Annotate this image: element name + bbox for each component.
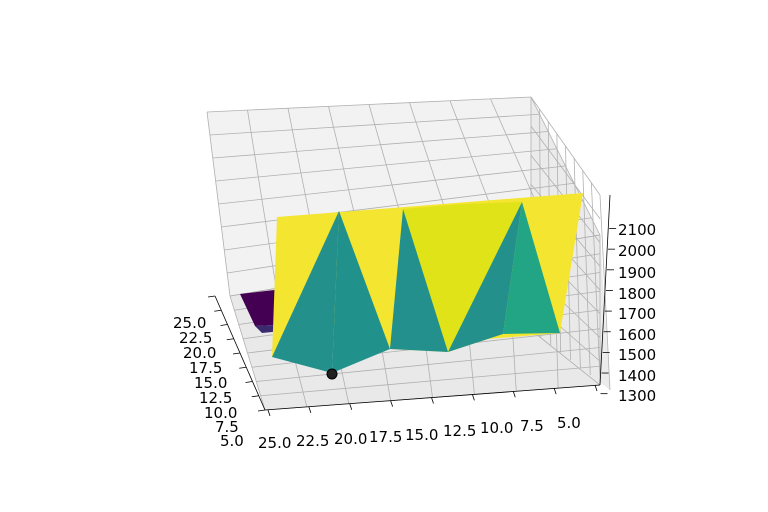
tick-marks <box>207 228 617 417</box>
y-tick-label: 22.5 <box>179 329 212 347</box>
z-tick-label: 1400 <box>618 367 656 385</box>
grid-line-back <box>218 165 566 205</box>
y-tick-mark <box>251 395 259 398</box>
x-tick-label: 10.0 <box>480 419 513 437</box>
x-tick-label: 12.5 <box>443 422 476 440</box>
x-tick-mark <box>553 387 557 395</box>
x-tick-mark <box>308 406 312 414</box>
y-tick-mark <box>226 338 234 341</box>
x-tick-mark <box>594 384 598 392</box>
surface-facet-triangle <box>448 202 522 352</box>
grid-line-right <box>582 170 591 376</box>
y-tick-label: 17.5 <box>189 359 222 377</box>
surface-facet-triangle <box>332 211 390 373</box>
z-tick-label: 1900 <box>618 264 656 282</box>
z-axis-line <box>599 194 611 386</box>
y-tick-mark <box>239 366 247 369</box>
surface-facet-triangle <box>503 202 560 334</box>
z-tick-label: 1500 <box>618 346 656 364</box>
y-tick-labels: 25.0 22.5 20.0 17.5 15.0 12.5 10.0 7.5 5… <box>173 314 244 450</box>
x-tick-mark <box>471 394 475 401</box>
x-tick-mark <box>431 397 434 404</box>
x-tick-label: 25.0 <box>258 434 291 452</box>
y-tick-label: 10.0 <box>204 404 237 422</box>
grid-line-right <box>530 125 601 219</box>
surface-mesh <box>240 193 583 373</box>
x-tick-label: 15.0 <box>405 426 438 444</box>
surface-facet-triangle <box>272 211 339 373</box>
y-tick-label: 15.0 <box>194 374 227 392</box>
x-tick-label: 20.0 <box>334 430 367 448</box>
x-axis-line <box>264 384 601 411</box>
z-tick-label: 1600 <box>618 326 656 344</box>
y-tick-label: 12.5 <box>199 389 232 407</box>
surface-facet-triangle <box>390 209 448 352</box>
x-tick-label: 5.0 <box>557 414 581 432</box>
y-tick-mark <box>207 295 216 298</box>
grid-line-floor <box>260 365 601 397</box>
grid-line-right <box>573 158 581 368</box>
y-tick-mark <box>220 324 228 326</box>
x-tick-label: 17.5 <box>369 428 402 446</box>
y-tick-label: 20.0 <box>183 344 216 362</box>
grid-line-right <box>530 329 601 386</box>
y-tick-label: 25.0 <box>173 314 206 332</box>
x-tick-mark <box>512 391 516 398</box>
z-tick-label: 2000 <box>618 242 656 260</box>
grid-line-back <box>530 96 601 236</box>
x-tick-mark <box>267 409 271 417</box>
y-tick-mark <box>232 352 241 355</box>
y-tick-label: 7.5 <box>215 418 239 436</box>
z-tick-labels: 1300 1400 1500 1600 1700 1800 1900 2000 … <box>618 221 656 405</box>
x-tick-mark <box>349 403 353 410</box>
y-tick-mark <box>214 309 222 312</box>
y-tick-mark <box>257 409 266 412</box>
x-tick-labels: 25.0 22.5 20.0 17.5 15.0 12.5 10.0 7.5 5… <box>258 414 581 452</box>
x-tick-label: 22.5 <box>296 432 329 450</box>
y-tick-mark <box>245 381 253 383</box>
z-tick-label: 1300 <box>618 387 656 405</box>
z-tick-label: 1700 <box>618 305 656 323</box>
x-tick-mark <box>390 400 394 407</box>
grid-line-right <box>590 182 601 383</box>
x-tick-label: 7.5 <box>520 417 544 435</box>
y-tick-label: 5.0 <box>220 432 244 450</box>
z-tick-label: 2100 <box>618 221 656 239</box>
grid-line-floor <box>256 347 601 382</box>
marker-point <box>326 368 338 380</box>
z-tick-label: 1800 <box>618 285 656 303</box>
